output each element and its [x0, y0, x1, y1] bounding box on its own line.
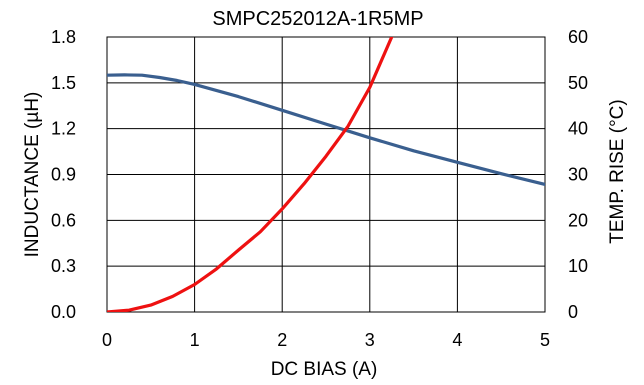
x-tick-label: 1 — [190, 330, 200, 350]
y-left-tick-label: 0.0 — [51, 302, 76, 322]
temp-rise-line — [107, 37, 394, 312]
x-axis-title: DC BIAS (A) — [271, 359, 378, 380]
y-right-axis-title: TEMP. RISE (°C) — [607, 99, 628, 244]
inductance-line — [107, 73, 545, 186]
y-left-axis-title: INDUCTANCE (µH) — [22, 92, 43, 258]
y-right-tick-label: 50 — [568, 73, 588, 93]
y-left-tick-label: 0.3 — [51, 256, 76, 276]
y-right-tick-label: 30 — [568, 165, 588, 185]
series-layer — [107, 37, 545, 312]
x-tick-labels: 0 1 2 3 4 5 — [102, 330, 550, 350]
x-tick-label: 4 — [452, 330, 462, 350]
x-tick-label: 0 — [102, 330, 112, 350]
chart-title: SMPC252012A-1R5MP — [212, 8, 423, 30]
plot-frame — [106, 36, 546, 313]
y-right-tick-label: 40 — [568, 119, 588, 139]
y-right-tick-label: 10 — [568, 256, 588, 276]
y-left-tick-label: 0.9 — [51, 165, 76, 185]
y-right-tick-label: 60 — [568, 27, 588, 47]
x-tick-label: 5 — [540, 330, 550, 350]
y-right-tick-labels: 0 10 20 30 40 50 60 — [568, 27, 588, 322]
y-left-tick-label: 1.8 — [51, 27, 76, 47]
x-tick-label: 2 — [277, 330, 287, 350]
y-right-tick-label: 20 — [568, 210, 588, 230]
y-left-tick-label: 0.6 — [51, 210, 76, 230]
x-tick-label: 3 — [365, 330, 375, 350]
y-right-tick-label: 0 — [568, 302, 578, 322]
grid — [107, 37, 545, 312]
y-left-tick-label: 1.2 — [51, 119, 76, 139]
y-left-tick-labels: 0.0 0.3 0.6 0.9 1.2 1.5 1.8 — [51, 27, 76, 322]
y-left-tick-label: 1.5 — [51, 73, 76, 93]
